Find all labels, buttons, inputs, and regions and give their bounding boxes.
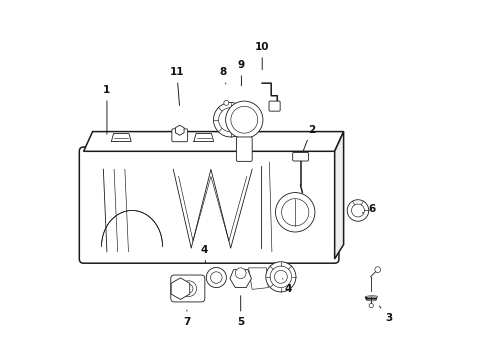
Circle shape bbox=[351, 204, 365, 217]
Circle shape bbox=[181, 281, 196, 297]
Circle shape bbox=[184, 284, 193, 293]
Circle shape bbox=[275, 193, 315, 232]
Circle shape bbox=[347, 200, 368, 221]
FancyBboxPatch shape bbox=[293, 152, 309, 161]
FancyBboxPatch shape bbox=[171, 275, 205, 302]
Circle shape bbox=[266, 262, 296, 292]
Text: 4: 4 bbox=[283, 279, 292, 294]
Text: 3: 3 bbox=[379, 306, 392, 323]
Circle shape bbox=[375, 267, 381, 273]
Text: 1: 1 bbox=[103, 85, 111, 134]
Polygon shape bbox=[194, 134, 214, 141]
Text: 4: 4 bbox=[200, 245, 207, 262]
FancyBboxPatch shape bbox=[172, 129, 188, 142]
Circle shape bbox=[225, 101, 263, 138]
Circle shape bbox=[214, 103, 248, 137]
Text: 8: 8 bbox=[220, 67, 227, 84]
Text: 10: 10 bbox=[255, 42, 270, 69]
Circle shape bbox=[282, 199, 309, 226]
Circle shape bbox=[219, 108, 243, 132]
FancyBboxPatch shape bbox=[269, 101, 280, 111]
Text: 6: 6 bbox=[362, 204, 376, 214]
Circle shape bbox=[235, 268, 246, 279]
Polygon shape bbox=[175, 125, 184, 135]
Text: 2: 2 bbox=[303, 125, 315, 150]
Text: 11: 11 bbox=[170, 67, 184, 105]
Circle shape bbox=[270, 266, 292, 288]
Polygon shape bbox=[171, 278, 190, 300]
Circle shape bbox=[369, 303, 373, 308]
Polygon shape bbox=[248, 268, 269, 289]
Text: 9: 9 bbox=[238, 60, 245, 86]
FancyBboxPatch shape bbox=[79, 147, 339, 263]
Circle shape bbox=[206, 267, 226, 288]
Circle shape bbox=[231, 106, 258, 133]
Text: 5: 5 bbox=[237, 296, 245, 327]
Circle shape bbox=[211, 272, 222, 283]
Polygon shape bbox=[84, 132, 343, 151]
FancyBboxPatch shape bbox=[236, 137, 252, 161]
Polygon shape bbox=[230, 270, 251, 288]
Polygon shape bbox=[111, 134, 131, 141]
Circle shape bbox=[224, 100, 229, 105]
Polygon shape bbox=[335, 132, 343, 259]
Circle shape bbox=[274, 270, 287, 283]
Text: 7: 7 bbox=[183, 310, 191, 327]
